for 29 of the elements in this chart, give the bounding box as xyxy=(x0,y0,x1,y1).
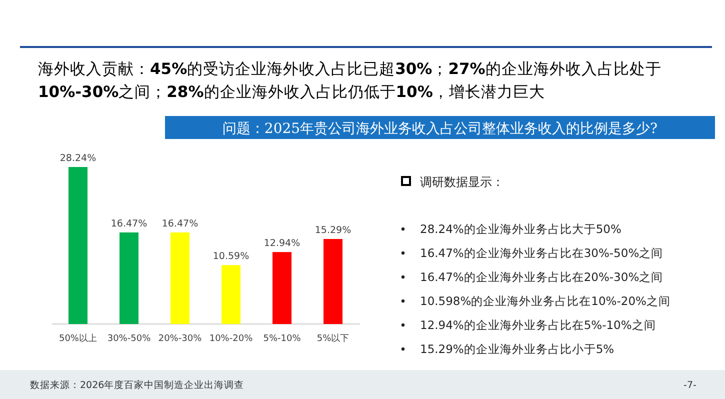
text: 12.94%的企业海外业务占比在5%-10%之间 xyxy=(420,318,656,332)
bar xyxy=(222,265,240,324)
chart-title: 海外收入贡献：45%的受访企业海外收入占比已超30%；27%的企业海外收入占比处于10%-30%之间；28%的企业海外收入占比仍低于10%，增长潜力巨大 xyxy=(38,60,662,101)
x-tick-label: 30%-50% xyxy=(107,334,152,344)
text: 调研数据显示： xyxy=(420,175,504,189)
x-tick-label: 20%-30% xyxy=(158,334,202,344)
text: 16.47%的企业海外业务占比在30%-50%之间 xyxy=(420,246,664,260)
bar xyxy=(324,238,342,324)
data-label: 28.24% xyxy=(60,153,96,164)
data-label: 16.47% xyxy=(110,218,148,230)
text: 15.29%的企业海外业务占比小于5% xyxy=(420,342,614,356)
data-label: 15.29% xyxy=(314,224,352,236)
x-tick-label: 5%以下 xyxy=(316,333,350,344)
text: 16.47%的企业海外业务占比在20%-30%之间 xyxy=(420,270,664,284)
source-note: 数据来源：2026年度百家中国制造企业出海调查 xyxy=(30,379,244,391)
data-label: 10.59% xyxy=(212,251,250,262)
bar xyxy=(170,232,190,324)
text: 问题：2025年贵公司海外业务收入占公司整体业务收入的比例是多少? xyxy=(222,121,658,137)
x-tick-label: 10%-20% xyxy=(209,334,254,344)
data-label: 12.94% xyxy=(264,238,300,250)
bar xyxy=(68,167,88,324)
x-tick-label: 50%以上 xyxy=(58,333,98,344)
bar xyxy=(120,232,138,324)
bar xyxy=(272,252,292,324)
text: 28.24%的企业海外业务占比大于50% xyxy=(420,222,622,236)
text: 10.598%的企业海外业务占比在10%-20%之间 xyxy=(420,294,670,308)
data-label: 16.47% xyxy=(162,218,198,230)
x-tick-label: 5%-10% xyxy=(263,334,302,344)
text: -7- xyxy=(684,380,696,391)
